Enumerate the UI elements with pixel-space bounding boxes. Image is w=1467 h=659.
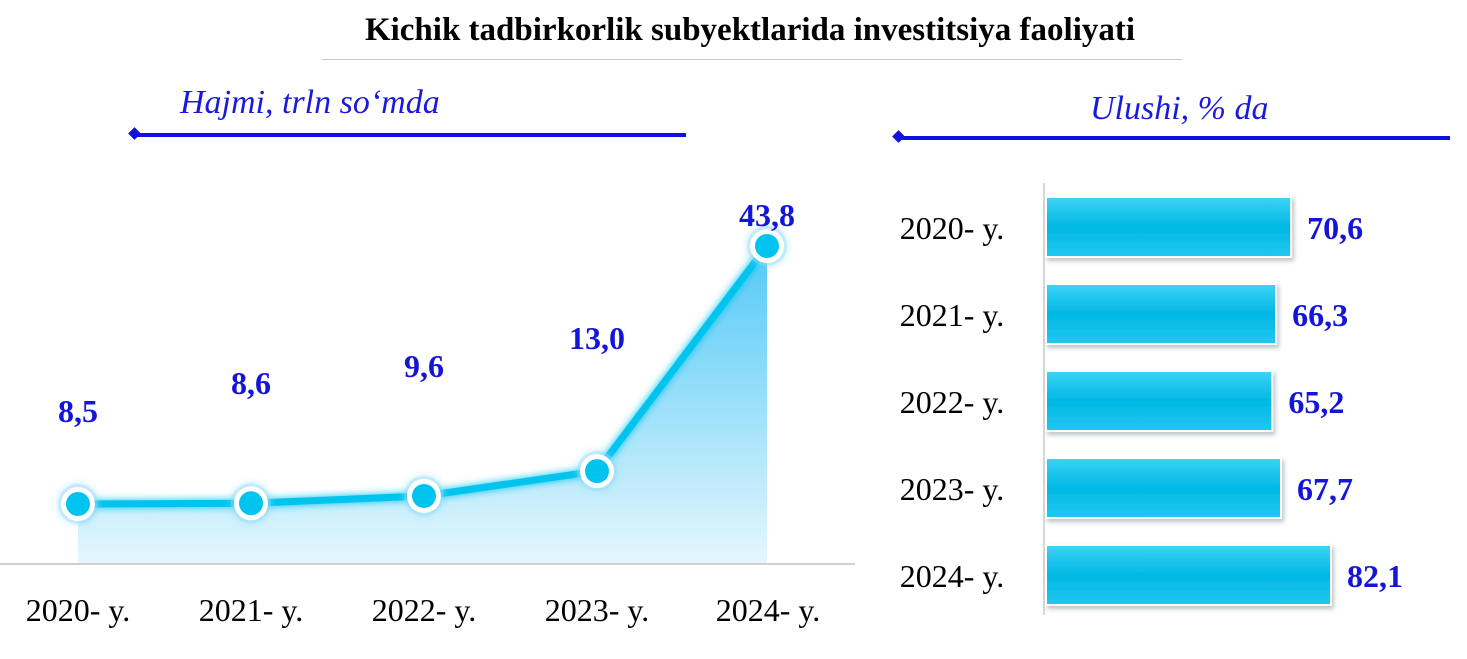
volume-value-label-2: 9,6 (404, 348, 444, 384)
share-value-label-0: 70,6 (1307, 210, 1363, 246)
share-bar-1 (1045, 283, 1278, 345)
share-bar-0 (1045, 196, 1293, 258)
volume-arrow-line (136, 133, 686, 137)
share-bar-3 (1045, 457, 1283, 519)
volume-value-label-3: 13,0 (569, 320, 625, 356)
volume-category-label-3: 2023- y. (545, 592, 650, 628)
share-chart: 70,6 2020- y. 66,3 2021- y. 65,2 2022- y. 67,7… (900, 183, 1403, 615)
volume-value-label-0: 8,5 (58, 393, 98, 429)
share-value-label-2: 65,2 (1288, 384, 1344, 420)
share-value-label-4: 82,1 (1347, 558, 1403, 594)
share-category-label-4: 2024- y. (900, 558, 1005, 594)
share-category-label-3: 2023- y. (900, 471, 1005, 507)
volume-point-3 (577, 451, 617, 492)
volume-category-label-2: 2022- y. (372, 592, 477, 628)
share-category-label-2: 2022- y. (900, 384, 1005, 420)
volume-point-4 (747, 226, 787, 266)
share-value-label-3: 67,7 (1297, 471, 1353, 507)
share-value-label-1: 66,3 (1292, 297, 1348, 333)
title-divider (322, 59, 1182, 60)
volume-point-1 (231, 483, 271, 524)
volume-value-label-4: 43,8 (739, 197, 795, 233)
share-category-label-1: 2021- y. (900, 297, 1005, 333)
share-category-label-0: 2020- y. (900, 210, 1005, 246)
volume-category-label-0: 2020- y. (26, 592, 131, 628)
share-chart-title: Ulushi, % da (1090, 90, 1269, 127)
volume-chart-title: Hajmi, trln so‘mda (180, 84, 440, 121)
volume-category-label-4: 2024- y. (716, 592, 821, 628)
volume-category-label-1: 2021- y. (199, 592, 304, 628)
volume-chart: 8,5 8,6 9,6 13,0 43,8 2020- y. 2021- y. 2022- y… (0, 197, 855, 628)
share-bar-4 (1045, 544, 1332, 606)
chart-title: Kichik tadbirkorlik subyektlarida invest… (364, 12, 1136, 48)
volume-point-2 (404, 475, 444, 516)
share-bar-2 (1045, 370, 1274, 432)
volume-value-label-1: 8,6 (231, 365, 271, 401)
volume-point-0 (58, 484, 98, 524)
share-arrow-line (900, 136, 1450, 140)
